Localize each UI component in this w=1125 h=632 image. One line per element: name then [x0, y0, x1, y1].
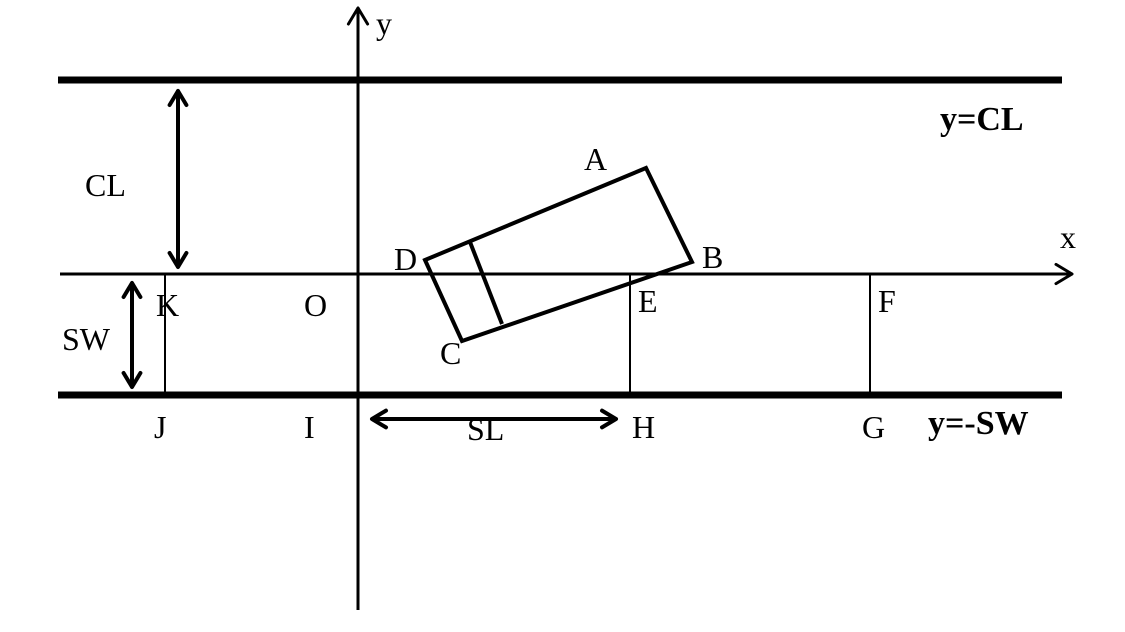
rectangle-inner-bar: [470, 242, 502, 324]
point-label-E: E: [638, 283, 658, 319]
geometry-diagram: x y CL SW SL y=CL y=-SW A B C D E F G H I J K O: [0, 0, 1125, 632]
equation-bottom: y=-SW: [928, 405, 1029, 442]
point-label-G: G: [862, 409, 885, 445]
dimension-label-sw: SW: [62, 321, 111, 357]
dimension-label-sl: SL: [467, 411, 504, 447]
point-label-K: K: [156, 287, 179, 323]
dimension-label-cl: CL: [85, 167, 126, 203]
axis-label-x: x: [1060, 219, 1076, 255]
point-label-F: F: [878, 283, 896, 319]
point-label-J: J: [154, 409, 166, 445]
point-label-D: D: [394, 241, 417, 277]
point-label-B: B: [702, 239, 723, 275]
axis-label-y: y: [376, 5, 392, 41]
equation-top: y=CL: [940, 101, 1024, 138]
point-label-A: A: [584, 141, 607, 177]
point-label-I: I: [304, 409, 315, 445]
point-label-O: O: [304, 287, 327, 323]
point-label-H: H: [632, 409, 655, 445]
point-label-C: C: [440, 335, 461, 371]
